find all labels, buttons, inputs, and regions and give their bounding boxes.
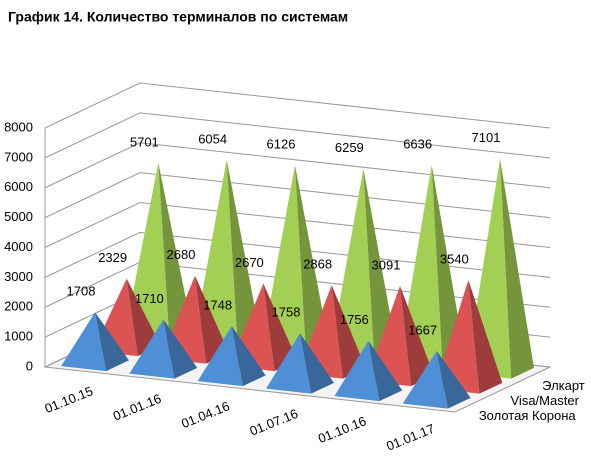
pyramid-side [195, 275, 229, 364]
pyramid-side [163, 319, 198, 379]
legend-label: Элкарт [542, 378, 585, 393]
data-label: 7101 [472, 130, 501, 145]
y-tick-label: 6000 [4, 179, 33, 194]
x-tick-label: 01.10.15 [42, 383, 95, 416]
pyramid-side [368, 340, 403, 402]
legend-label: Visa/Master [511, 393, 580, 408]
data-label: 6054 [198, 131, 227, 146]
data-label: 6636 [403, 136, 432, 151]
grid-line [44, 172, 551, 219]
data-label: 2680 [167, 247, 196, 262]
grid-line [44, 231, 551, 278]
pyramid-side [158, 162, 193, 342]
grid-line [44, 112, 551, 159]
data-label: 1708 [67, 284, 96, 299]
pyramid [266, 333, 334, 394]
pyramid [334, 340, 403, 402]
y-tick-label: 1000 [4, 329, 33, 344]
pyramid-side [95, 312, 129, 372]
pyramid-side [363, 168, 398, 364]
pyramid-side [436, 350, 471, 409]
pyramid-side [231, 326, 266, 387]
x-tick-label: 01.01.16 [111, 391, 164, 424]
chart-title: График 14. Количество терминалов по сист… [8, 9, 348, 25]
pyramid [197, 326, 266, 387]
data-label: 3091 [372, 257, 401, 272]
pyramid-side [226, 159, 261, 349]
y-tick-label: 3000 [4, 269, 33, 284]
pyramid-side [331, 285, 366, 379]
pyramid-side [263, 283, 298, 372]
y-tick-label: 8000 [4, 119, 33, 134]
pyramid-side [126, 278, 161, 357]
grid-line [44, 142, 551, 189]
data-label: 1667 [408, 322, 437, 337]
pyramid [61, 312, 129, 372]
y-tick-label: 2000 [4, 299, 33, 314]
data-label: 1756 [340, 312, 369, 327]
data-label: 6126 [267, 137, 296, 152]
pyramid-front [266, 333, 312, 394]
pyramid-front [334, 340, 380, 402]
data-label: 2868 [303, 257, 332, 272]
pyramid-side [500, 158, 534, 379]
grid-line [44, 82, 551, 129]
pyramid-side [295, 165, 329, 357]
y-tick-label: 5000 [4, 209, 33, 224]
pyramid-side [468, 279, 503, 394]
pyramid [129, 319, 198, 379]
pyramid-front [129, 319, 175, 379]
x-tick-label: 01.01.17 [384, 421, 437, 454]
data-label: 2329 [98, 250, 127, 265]
pyramid-front [402, 350, 448, 409]
data-label: 3540 [440, 251, 469, 266]
data-label: 6259 [335, 140, 364, 155]
pyramid [402, 350, 471, 409]
y-tick-label: 4000 [4, 239, 33, 254]
pyramid-side [400, 285, 434, 387]
x-tick-label: 01.10.16 [316, 413, 369, 446]
x-tick-label: 01.07.16 [247, 406, 300, 439]
data-label: 1758 [272, 305, 301, 320]
data-label: 1710 [135, 291, 164, 306]
grid-line [44, 201, 551, 248]
pyramid-front [197, 326, 243, 387]
pyramid-side [300, 333, 334, 394]
data-label: 5701 [130, 134, 159, 149]
data-label: 2670 [235, 255, 264, 270]
y-tick-label: 7000 [4, 149, 33, 164]
legend-label: Золотая Корона [479, 408, 577, 423]
data-label: 1748 [203, 297, 232, 312]
x-tick-label: 01.04.16 [179, 398, 232, 431]
pyramid-front [61, 312, 107, 372]
y-tick-label: 0 [26, 358, 33, 373]
